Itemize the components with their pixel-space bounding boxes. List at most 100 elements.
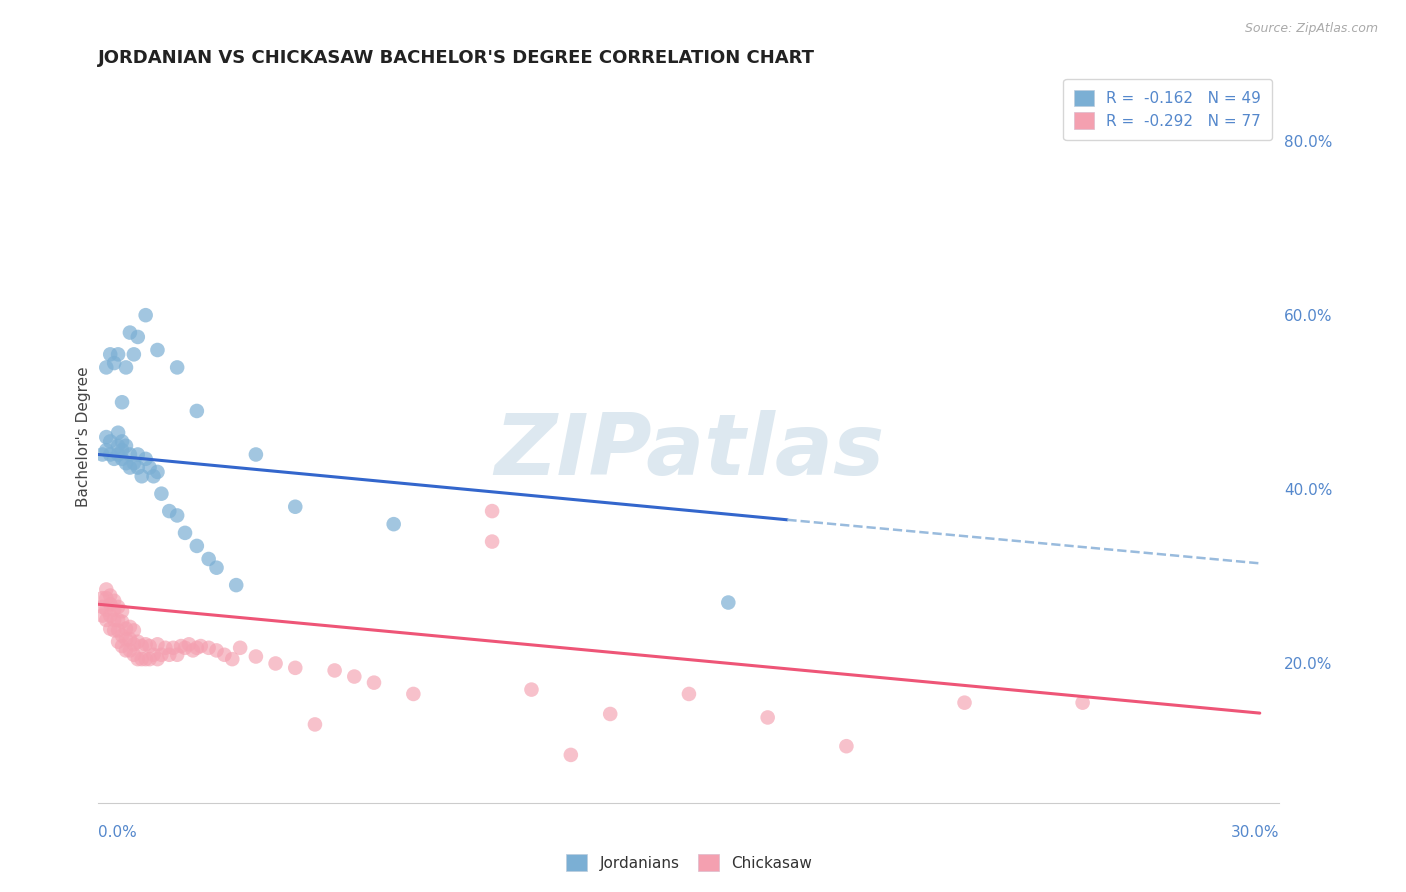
- Text: 30.0%: 30.0%: [1232, 825, 1279, 840]
- Point: [142, 648, 165, 662]
- Point: [174, 640, 197, 655]
- Point: [107, 425, 129, 440]
- Point: [138, 652, 160, 666]
- Y-axis label: Bachelor's Degree: Bachelor's Degree: [76, 367, 91, 508]
- Legend: Jordanians, Chickasaw: Jordanians, Chickasaw: [561, 849, 817, 875]
- Point: [599, 706, 621, 721]
- Point: [245, 649, 267, 664]
- Point: [115, 456, 138, 470]
- Point: [186, 539, 208, 553]
- Point: [229, 640, 252, 655]
- Point: [343, 669, 366, 683]
- Point: [107, 624, 129, 638]
- Point: [146, 465, 169, 479]
- Point: [146, 637, 169, 651]
- Point: [103, 613, 125, 627]
- Point: [186, 404, 208, 418]
- Point: [162, 640, 184, 655]
- Point: [481, 534, 503, 549]
- Point: [98, 622, 121, 636]
- Point: [91, 599, 114, 614]
- Point: [98, 597, 121, 611]
- Point: [115, 360, 138, 375]
- Point: [107, 448, 129, 462]
- Point: [835, 739, 858, 754]
- Point: [91, 591, 114, 606]
- Point: [96, 430, 118, 444]
- Point: [107, 347, 129, 361]
- Point: [135, 308, 157, 322]
- Point: [717, 595, 740, 609]
- Point: [166, 508, 188, 523]
- Point: [98, 448, 121, 462]
- Point: [225, 578, 247, 592]
- Point: [96, 360, 118, 375]
- Point: [166, 648, 188, 662]
- Point: [323, 664, 346, 678]
- Point: [127, 448, 149, 462]
- Point: [363, 675, 385, 690]
- Point: [111, 629, 134, 643]
- Point: [1071, 696, 1094, 710]
- Point: [481, 504, 503, 518]
- Point: [118, 448, 141, 462]
- Point: [138, 460, 160, 475]
- Point: [111, 615, 134, 629]
- Point: [953, 696, 976, 710]
- Point: [127, 330, 149, 344]
- Point: [103, 594, 125, 608]
- Point: [186, 640, 208, 655]
- Point: [174, 525, 197, 540]
- Point: [118, 632, 141, 646]
- Point: [264, 657, 287, 671]
- Point: [127, 634, 149, 648]
- Point: [111, 639, 134, 653]
- Point: [98, 347, 121, 361]
- Point: [103, 602, 125, 616]
- Point: [135, 652, 157, 666]
- Point: [146, 343, 169, 357]
- Point: [150, 648, 173, 662]
- Text: 0.0%: 0.0%: [98, 825, 138, 840]
- Text: Source: ZipAtlas.com: Source: ZipAtlas.com: [1244, 22, 1378, 36]
- Point: [284, 661, 307, 675]
- Point: [190, 639, 212, 653]
- Point: [197, 552, 219, 566]
- Point: [560, 747, 582, 762]
- Point: [107, 634, 129, 648]
- Point: [382, 517, 405, 532]
- Point: [678, 687, 700, 701]
- Point: [155, 640, 177, 655]
- Point: [157, 504, 180, 518]
- Point: [142, 469, 165, 483]
- Point: [402, 687, 425, 701]
- Point: [118, 460, 141, 475]
- Point: [122, 648, 145, 662]
- Point: [131, 469, 153, 483]
- Point: [115, 632, 138, 646]
- Text: ZIPatlas: ZIPatlas: [494, 410, 884, 493]
- Point: [111, 604, 134, 618]
- Point: [111, 451, 134, 466]
- Point: [221, 652, 243, 666]
- Point: [103, 356, 125, 370]
- Point: [197, 640, 219, 655]
- Point: [181, 643, 204, 657]
- Point: [520, 682, 543, 697]
- Point: [91, 448, 114, 462]
- Point: [135, 637, 157, 651]
- Point: [170, 639, 193, 653]
- Point: [91, 608, 114, 623]
- Point: [146, 652, 169, 666]
- Point: [127, 652, 149, 666]
- Point: [115, 643, 138, 657]
- Point: [107, 613, 129, 627]
- Point: [756, 710, 779, 724]
- Point: [111, 395, 134, 409]
- Point: [96, 602, 118, 616]
- Point: [118, 620, 141, 634]
- Point: [205, 643, 228, 657]
- Point: [127, 460, 149, 475]
- Point: [98, 589, 121, 603]
- Point: [122, 456, 145, 470]
